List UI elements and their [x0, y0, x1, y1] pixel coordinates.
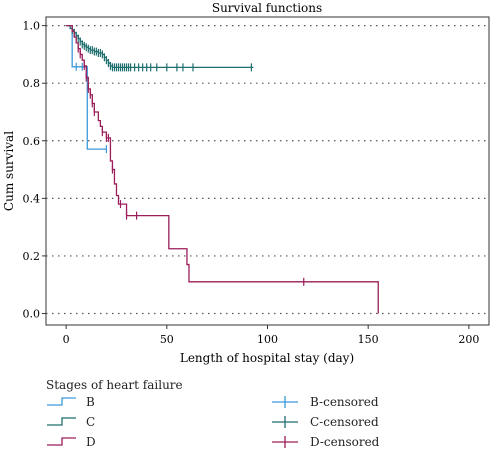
legend-swatch-d	[47, 437, 76, 446]
legend-swatch-b	[47, 397, 76, 406]
survival-chart: Survival functions 0.0 0.2 0.4 0.6 0.8 1.0 0 5…	[2, 1, 490, 365]
y-tick-label-0: 0.0	[23, 307, 41, 320]
legend-swatch-c-censored	[272, 416, 298, 428]
legend-swatch-c	[47, 417, 76, 426]
survival-curve-D	[66, 24, 379, 314]
y-tick-label-1: 0.2	[23, 250, 41, 263]
legend-label-b: B	[86, 395, 95, 409]
x-axis-ticks: 0 50 100 150 200	[63, 325, 479, 346]
y-tick-label-2: 0.4	[23, 192, 41, 205]
x-tick-label-4: 200	[458, 333, 479, 346]
legend-label-b-censored: B-censored	[310, 395, 379, 409]
y-axis-ticks: 0.0 0.2 0.4 0.6 0.8 1.0	[23, 20, 46, 320]
x-axis-label: Length of hospital stay (day)	[180, 351, 354, 365]
x-tick-label-3: 150	[358, 333, 379, 346]
series-C-group	[66, 24, 254, 72]
legend-label-d-censored: D-censored	[310, 435, 380, 449]
x-tick-label-0: 0	[63, 333, 70, 346]
legend-title: Stages of heart failure	[46, 378, 183, 392]
legend-label-d: D	[86, 435, 96, 449]
x-tick-label-1: 50	[160, 333, 174, 346]
chart-title: Survival functions	[212, 1, 322, 15]
legend-label-c: C	[86, 415, 96, 429]
y-tick-label-5: 1.0	[23, 20, 41, 33]
x-tick-label-2: 100	[257, 333, 278, 346]
legend-swatch-b-censored	[272, 396, 298, 408]
series-D-group	[66, 24, 379, 314]
legend-swatch-d-censored	[272, 436, 298, 448]
y-axis-label: Cum survival	[2, 131, 16, 211]
legend-label-c-censored: C-censored	[310, 415, 379, 429]
survival-curve-C	[66, 24, 254, 69]
survival-curves	[66, 24, 379, 314]
y-tick-label-4: 0.8	[23, 77, 41, 90]
y-tick-label-3: 0.6	[23, 135, 41, 148]
